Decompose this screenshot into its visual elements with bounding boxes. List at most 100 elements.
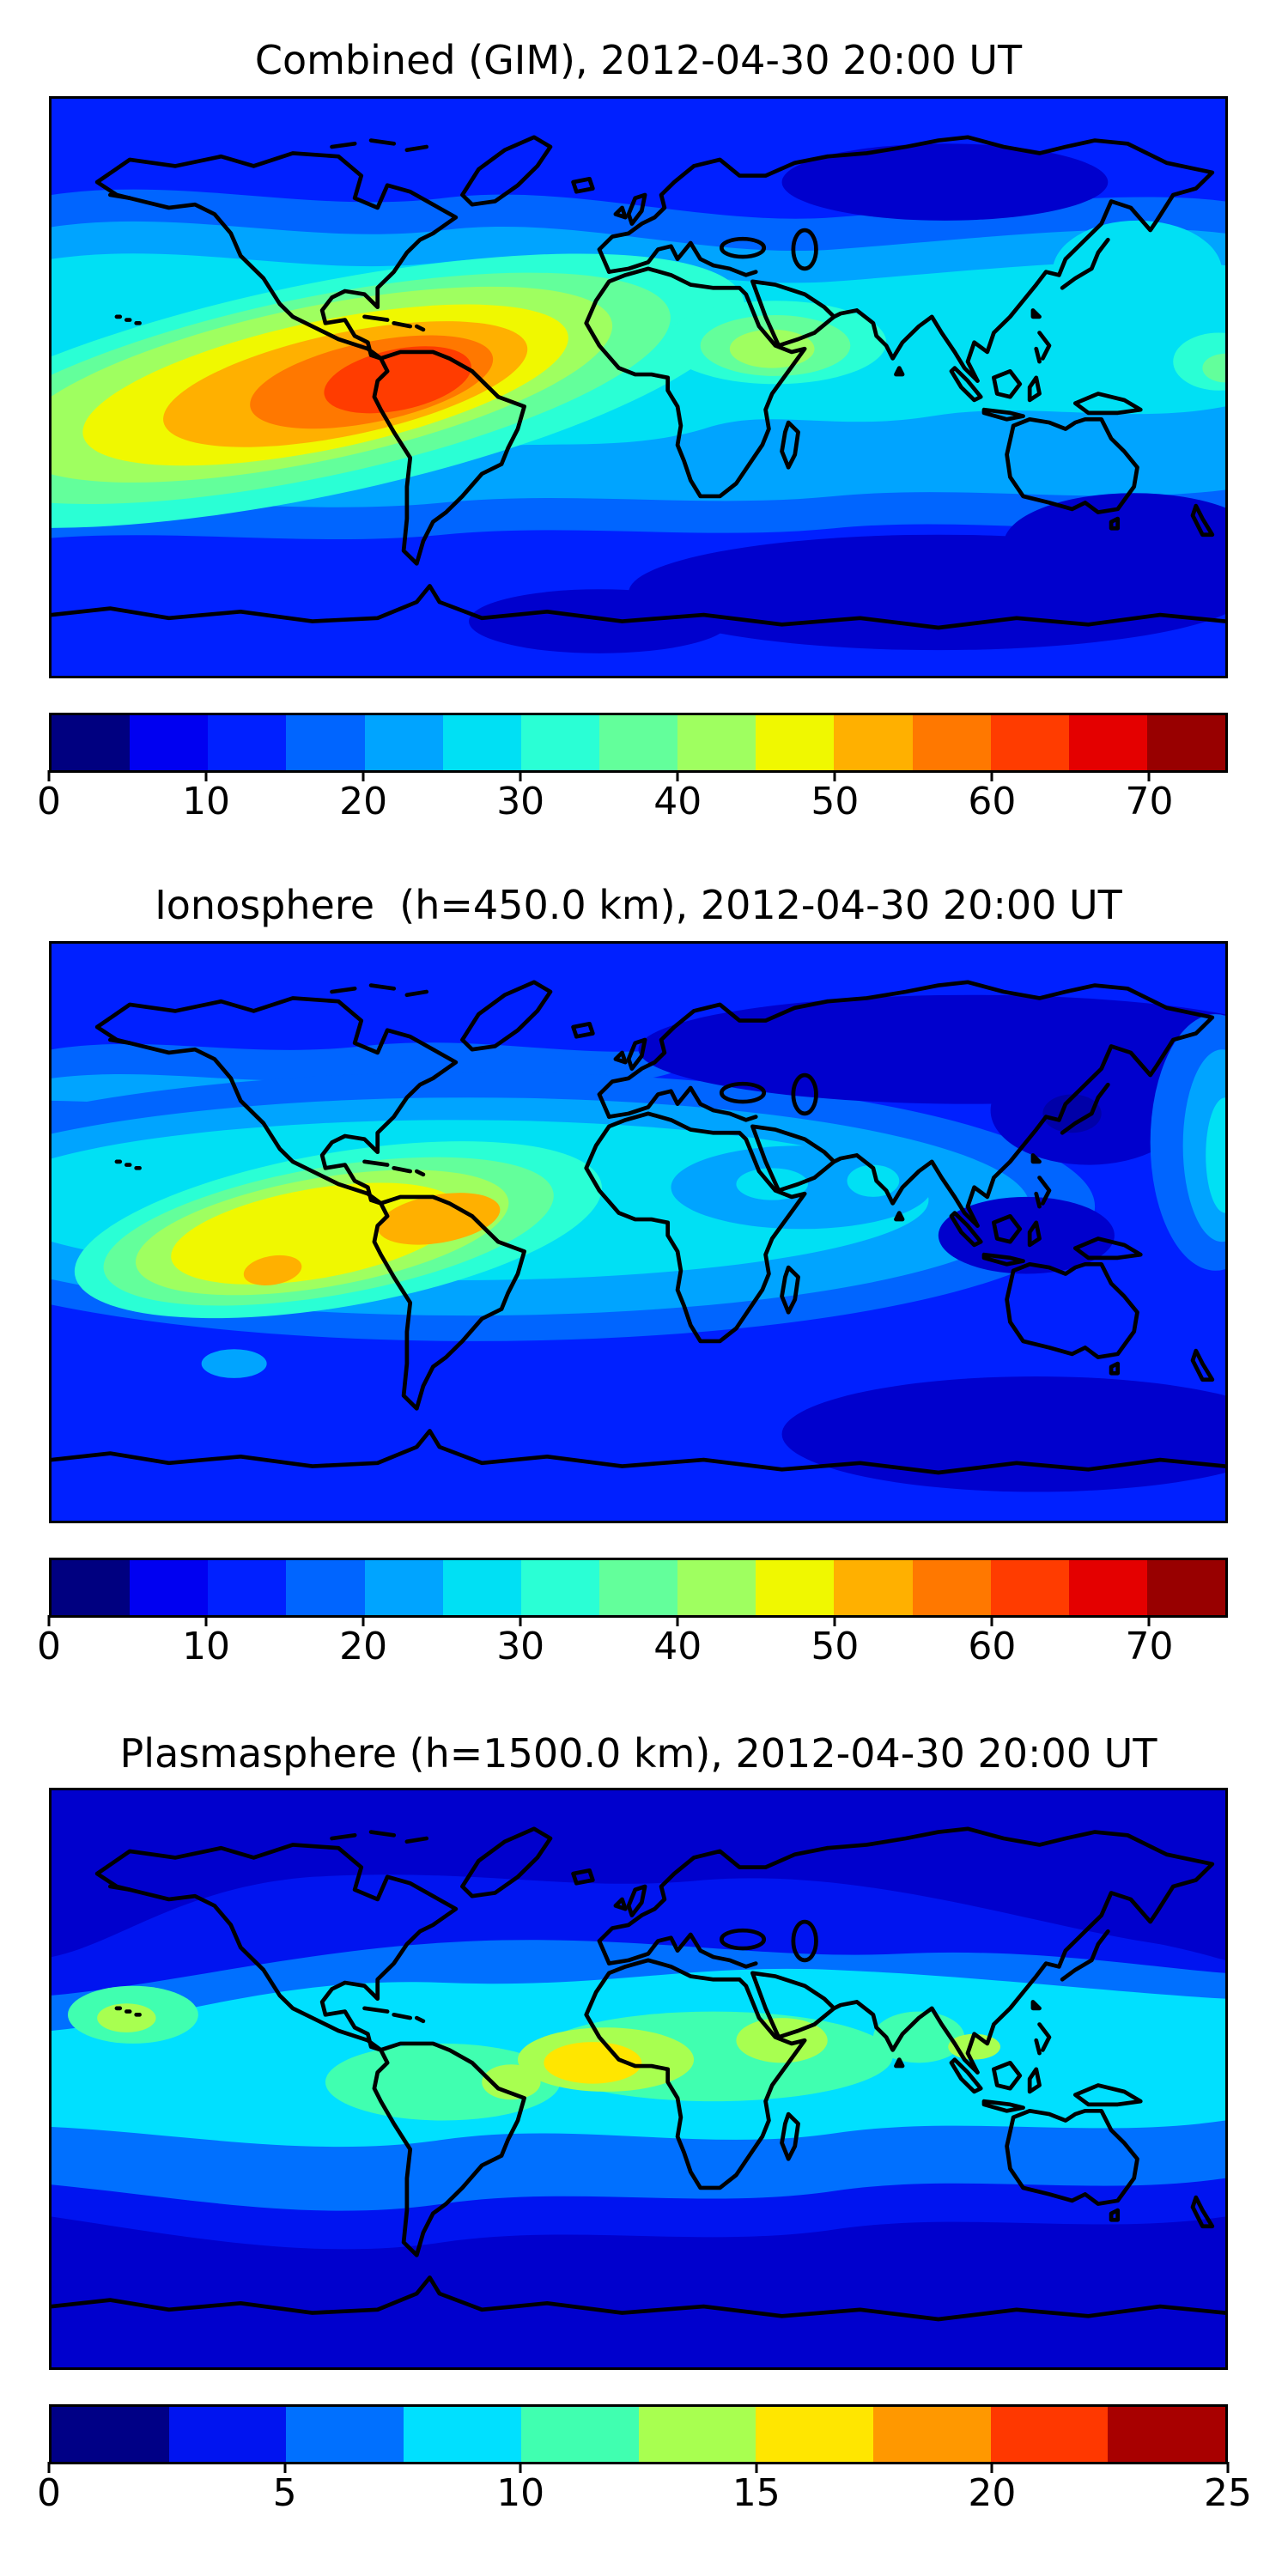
colorbar-tick-label: 10	[182, 780, 231, 823]
contour-band	[482, 2064, 541, 2100]
colorbar-tick	[1147, 1615, 1151, 1626]
map-combined	[49, 96, 1228, 678]
colorbar-tick-label: 0	[37, 780, 61, 823]
contour-band	[201, 1349, 267, 1378]
colorbar-segment	[912, 1560, 991, 1615]
ticks-ionosphere: 0 10 20 30 40 50 60 70	[37, 1615, 1228, 1684]
ticks-plasmasphere: 0 5 10 15 20 25	[37, 2462, 1252, 2530]
colorbar-segment	[912, 715, 991, 770]
contour-band	[97, 2003, 156, 2032]
colorbar-segment	[677, 1560, 756, 1615]
colorbar-tick	[990, 2462, 993, 2473]
colorbar-tick-label: 0	[37, 2471, 61, 2515]
colorbar-tick-label: 70	[1125, 1625, 1174, 1668]
colorbar-tick-label: 30	[496, 1625, 545, 1668]
ticks-combined: 0 10 20 30 40 50 60 70	[37, 770, 1228, 839]
colorbar-tick	[1147, 770, 1151, 781]
colorbar-tick	[833, 1615, 836, 1626]
colorbar-tick-label: 30	[496, 780, 545, 823]
colorbar-tick-label: 20	[968, 2471, 1017, 2515]
contour-band	[324, 346, 471, 414]
colorbar-tick	[519, 2462, 522, 2473]
colorbar-tick-label: 50	[811, 1625, 860, 1668]
contour-low	[1042, 1094, 1102, 1133]
colorbar-tick-label: 20	[339, 1625, 388, 1668]
colorbar-tick	[1226, 2462, 1230, 2473]
colorbar-segment	[364, 715, 443, 770]
colorbar-segment	[834, 715, 913, 770]
colorbar-segment	[990, 715, 1069, 770]
colorbar-segment	[442, 715, 521, 770]
colorbar-tick	[519, 770, 522, 781]
hotspot-rings	[74, 1141, 602, 1319]
map-ionosphere-svg	[52, 944, 1225, 1521]
colorbar-segment	[168, 2407, 287, 2462]
colorbar-segment	[1146, 1560, 1226, 1615]
colorbar-plasmasphere	[49, 2404, 1228, 2464]
colorbar-segment	[756, 715, 835, 770]
colorbar-tick-label: 60	[968, 1625, 1017, 1668]
colorbar-tick-label: 25	[1204, 2471, 1252, 2515]
contour-low	[1003, 493, 1225, 596]
colorbar-segment	[130, 715, 209, 770]
colorbar-tick	[833, 770, 836, 781]
colorbar-tick	[47, 2462, 51, 2473]
colorbar-tick	[204, 770, 208, 781]
map-combined-svg	[52, 99, 1225, 676]
colorbar-segment	[756, 2407, 873, 2462]
panel-title-combined: Combined (GIM), 2012-04-30 20:00 UT	[254, 37, 1023, 83]
colorbar-tick	[990, 1615, 993, 1626]
colorbar-segment	[638, 2407, 756, 2462]
panel-title-ionosphere: Ionosphere (h=450.0 km), 2012-04-30 20:0…	[155, 882, 1122, 928]
colorbar-combined	[49, 713, 1228, 773]
colorbar-segment	[52, 2407, 169, 2462]
colorbar-tick	[676, 1615, 679, 1626]
colorbar-segment	[990, 1560, 1069, 1615]
colorbar-segment	[598, 1560, 678, 1615]
colorbar-tick-label: 40	[653, 1625, 702, 1668]
colorbar-segment	[990, 2407, 1109, 2462]
colorbar-tick	[361, 1615, 365, 1626]
colorbar-tick-label: 10	[182, 1625, 231, 1668]
colorbar-tick-label: 70	[1125, 780, 1174, 823]
colorbar-segment	[404, 2407, 521, 2462]
hotspot-rings	[52, 253, 745, 528]
colorbar-tick-label: 60	[968, 780, 1017, 823]
colorbar-segment	[1068, 715, 1147, 770]
colorbar-segment	[364, 1560, 443, 1615]
contour-low	[781, 1376, 1225, 1492]
colorbar-segment	[756, 1560, 835, 1615]
contour-band	[1202, 353, 1225, 383]
colorbar-tick-label: 5	[272, 2471, 297, 2515]
contour-band	[1052, 220, 1223, 324]
colorbar-segment	[52, 1560, 131, 1615]
colorbar-segment	[598, 715, 678, 770]
colorbar-tick	[755, 2462, 758, 2473]
colorbar-tick	[204, 1615, 208, 1626]
colorbar-tick	[47, 770, 51, 781]
map-plasmasphere-svg	[52, 1790, 1225, 2367]
colorbar-tick	[283, 2462, 287, 2473]
colorbar-segment	[208, 1560, 287, 1615]
colorbar-tick-label: 0	[37, 1625, 61, 1668]
contour-band	[171, 1182, 461, 1285]
colorbar-tick-label: 50	[811, 780, 860, 823]
map-plasmasphere	[49, 1788, 1228, 2370]
colorbar-ionosphere	[49, 1558, 1228, 1618]
colorbar-segment	[520, 715, 599, 770]
contour-low	[781, 143, 1109, 221]
colorbar-segment	[1108, 2407, 1226, 2462]
colorbar-tick	[990, 770, 993, 781]
colorbar-tick-label: 15	[732, 2471, 781, 2515]
colorbar-segment	[208, 715, 287, 770]
colorbar-segment	[1146, 715, 1226, 770]
colorbar-segment	[1068, 1560, 1147, 1615]
colorbar-segment	[834, 1560, 913, 1615]
colorbar-segment	[286, 715, 365, 770]
colorbar-segment	[130, 1560, 209, 1615]
colorbar-segment	[286, 2407, 404, 2462]
colorbar-tick-label: 40	[653, 780, 702, 823]
contour-band	[243, 1255, 302, 1286]
colorbar-tick	[361, 770, 365, 781]
